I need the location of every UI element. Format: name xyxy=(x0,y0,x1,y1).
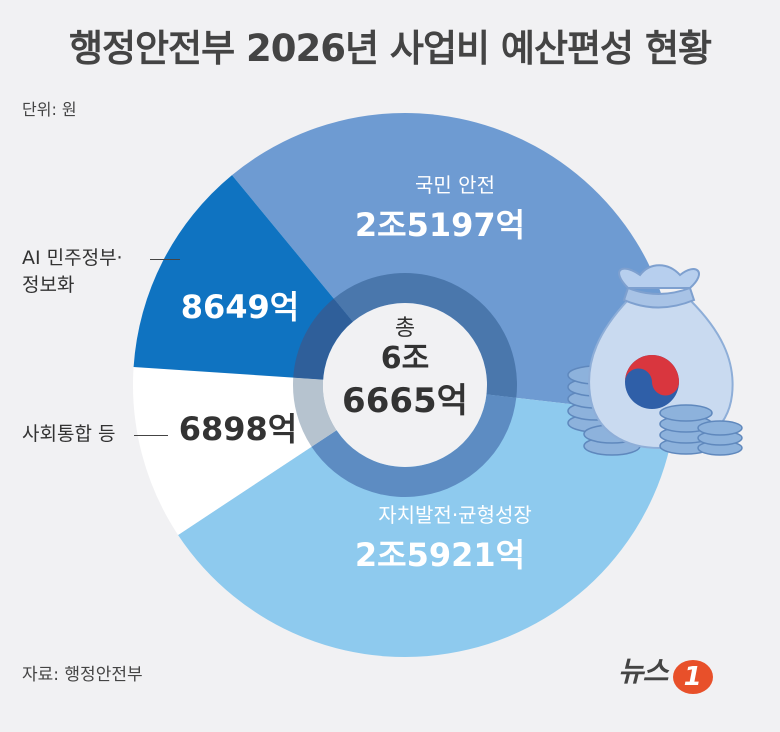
label-ai-government: AI 민주정부· 정보화 xyxy=(22,245,123,299)
donut-center xyxy=(323,303,487,467)
center-total-line2: 6665억 xyxy=(342,381,468,421)
logo-text: 뉴스 xyxy=(618,655,669,688)
label-social-integration: 사회통합 등 xyxy=(22,423,116,445)
center-total-line1: 6조 xyxy=(381,341,429,376)
slice-national-safety-ring xyxy=(333,272,517,398)
label-national-safety-value: 2조5197억 xyxy=(355,206,525,244)
money-bag-with-coins-icon xyxy=(567,264,743,456)
news1-logo: 뉴스 1 xyxy=(618,650,713,694)
label-local-development-name: 자치발전·균형성장 xyxy=(378,503,532,527)
source-note: 자료: 행정안전부 xyxy=(22,665,143,685)
label-national-safety-name: 국민 안전 xyxy=(415,173,495,197)
leader-line-social xyxy=(134,435,168,436)
center-total-label: 총 xyxy=(395,316,415,341)
slice-local-development-ring xyxy=(311,394,517,498)
slice-social-integration-ring xyxy=(293,377,337,447)
label-social-integration-value: 6898억 xyxy=(179,410,298,448)
label-local-development-value: 2조5921억 xyxy=(355,536,525,574)
unit-label: 단위: 원 xyxy=(22,100,77,119)
label-ai-line1: AI 민주정부· xyxy=(22,247,123,269)
label-ai-line2: 정보화 xyxy=(22,274,75,296)
label-ai-government-value: 8649억 xyxy=(181,288,300,326)
slice-national-safety xyxy=(231,112,677,417)
leader-line-ai xyxy=(150,259,180,260)
slice-local-development xyxy=(178,385,676,657)
slice-ai-government-ring xyxy=(293,298,353,380)
logo-mark: 1 xyxy=(672,659,713,694)
page-title: 행정안전부 2026년 사업비 예산편성 현황 xyxy=(68,27,712,70)
